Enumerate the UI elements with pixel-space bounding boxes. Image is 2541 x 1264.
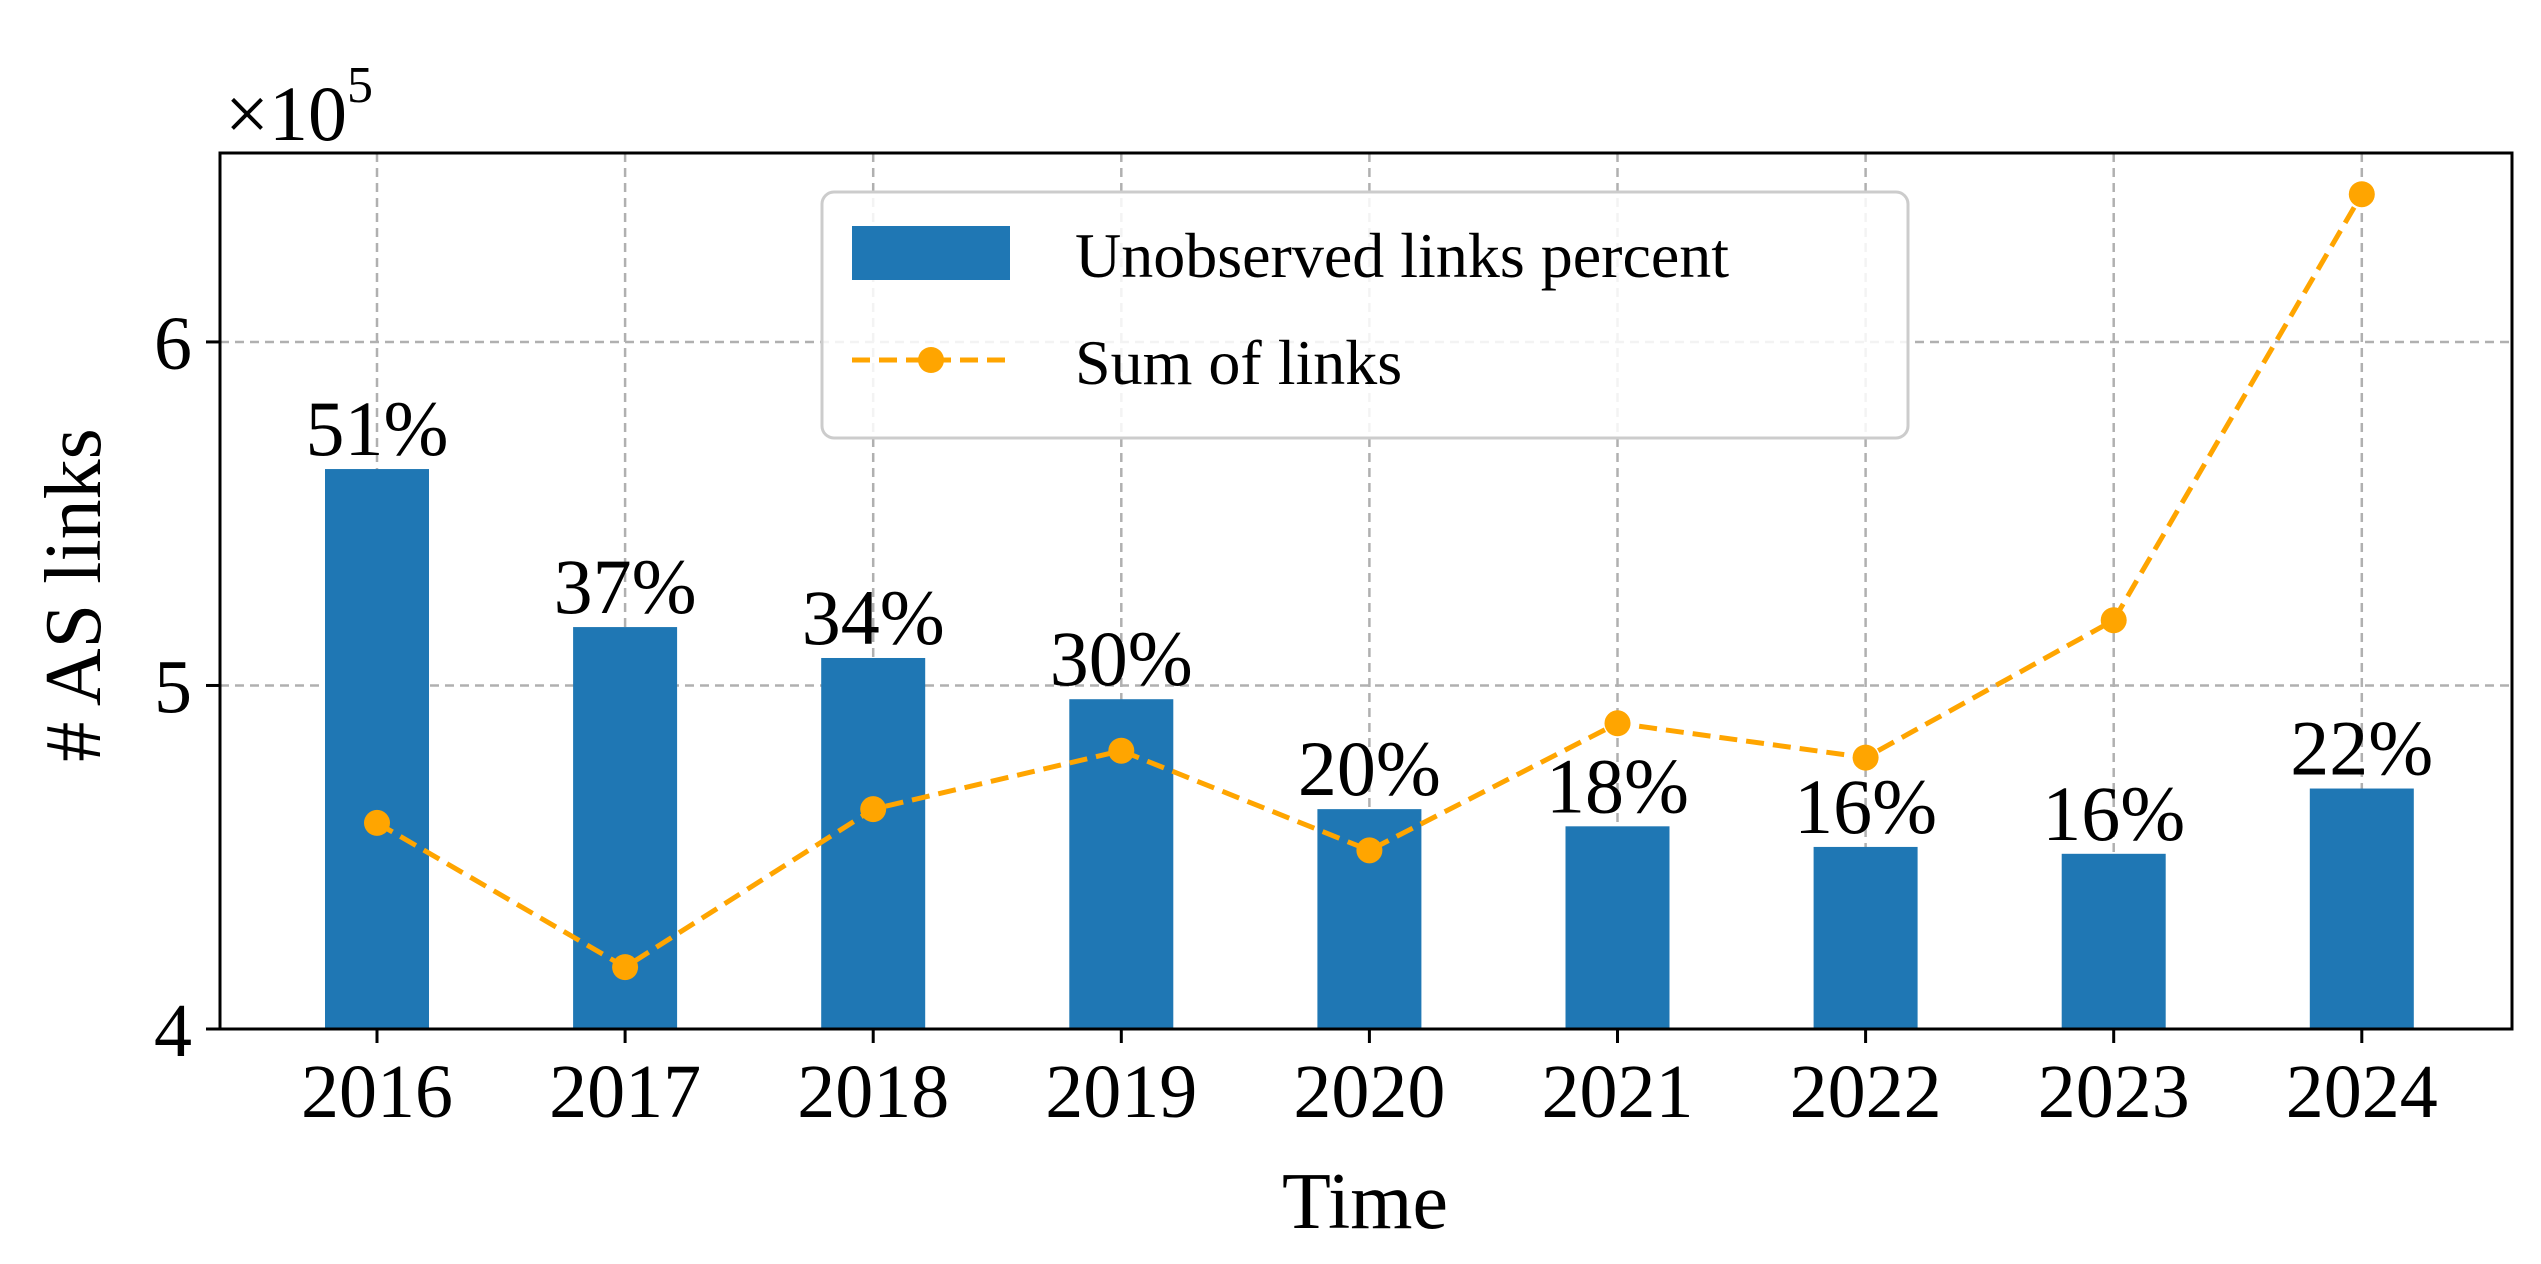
bar-label-2024: 22% (2290, 705, 2433, 792)
bar-2024 (2309, 788, 2414, 1029)
bars (325, 469, 2414, 1029)
bar-label-2016: 51% (306, 385, 449, 472)
x-tick-label-2017: 2017 (549, 1050, 701, 1134)
x-tick-label-2020: 2020 (1293, 1050, 1445, 1134)
legend-box (820, 190, 1910, 440)
bar-label-2022: 16% (1794, 763, 1937, 850)
legend-label-bar: Unobserved links percent (1075, 220, 1729, 291)
legend-swatch-bar (852, 226, 1010, 280)
y-tick-label-5: 5 (154, 645, 192, 729)
y-ticks: 4 5 6 (154, 302, 220, 1073)
point-2017 (612, 954, 639, 981)
bar-2021 (1565, 826, 1670, 1029)
point-2020 (1356, 837, 1383, 864)
point-2023 (2100, 607, 2127, 634)
bar-label-2023: 16% (2042, 770, 2185, 857)
x-tick-label-2024: 2024 (2286, 1050, 2438, 1134)
line-sum-of-links (375, 192, 2364, 971)
point-2022 (1852, 744, 1879, 771)
point-2016 (364, 809, 390, 836)
bar-label-2021: 18% (1546, 742, 1689, 829)
data-labels: 51% 37% 34% 30% 20% 18% 16% 16% 22% (306, 385, 2434, 857)
point-2021 (1604, 710, 1631, 737)
bar-label-2017: 37% (554, 543, 697, 630)
legend-swatch-marker (918, 347, 944, 373)
line-points (364, 181, 2375, 981)
line-series (375, 192, 2364, 971)
x-ticks: 2016 2017 2018 2019 2020 2021 2022 2023 2024 (301, 1029, 2438, 1134)
x-tick-label-2019: 2019 (1045, 1050, 1197, 1134)
bar-2016 (325, 469, 429, 1029)
x-tick-label-2021: 2021 (1542, 1050, 1694, 1134)
x-tick-label-2023: 2023 (2038, 1050, 2190, 1134)
bar-label-2019: 30% (1050, 615, 1193, 702)
bar-label-2020: 20% (1298, 725, 1441, 812)
y-axis-title: # AS links (30, 428, 118, 761)
y-offset-label: ×105 (225, 57, 373, 157)
legend-label-line: Sum of links (1075, 327, 1402, 398)
x-tick-label-2022: 2022 (1790, 1050, 1942, 1134)
bar-2022 (1813, 846, 1918, 1029)
y-offset-exponent: 5 (347, 57, 373, 114)
x-tick-label-2018: 2018 (797, 1050, 949, 1134)
y-tick-label-6: 6 (154, 302, 192, 386)
point-2018 (860, 796, 887, 823)
plot-frame (218, 151, 2514, 1031)
bar-2023 (2061, 853, 2166, 1029)
bar-label-2018: 34% (802, 574, 945, 661)
x-axis-title: Time (1282, 1158, 1448, 1246)
bar-2018 (821, 657, 926, 1029)
legend: Unobserved links percent Sum of links (820, 190, 1910, 440)
y-offset-base: ×10 (225, 70, 347, 157)
x-tick-label-2016: 2016 (301, 1050, 453, 1134)
point-2019 (1108, 737, 1135, 764)
point-2024 (2348, 181, 2375, 208)
y-tick-label-4: 4 (154, 989, 192, 1073)
